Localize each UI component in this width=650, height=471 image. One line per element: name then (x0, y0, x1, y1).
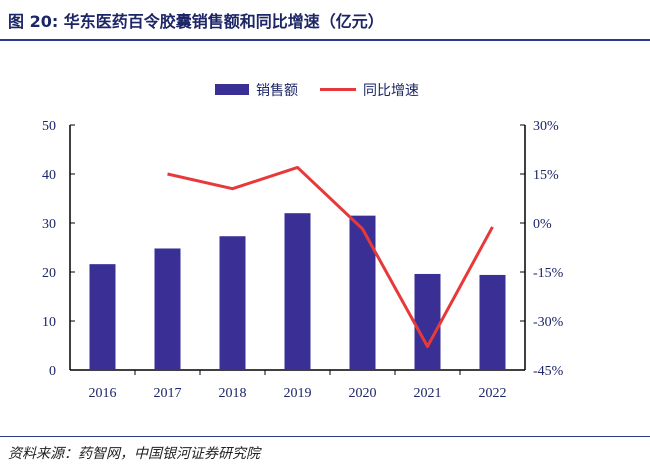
bar-2020 (349, 215, 376, 370)
x-tick-label: 2016 (89, 386, 117, 401)
chart-title: 图 20: 华东医药百令胶囊销售额和同比增速（亿元） (8, 12, 384, 31)
x-tick-label: 2017 (154, 386, 182, 401)
right-tick-label: -45% (533, 364, 564, 379)
left-tick-label: 20 (42, 266, 56, 281)
legend-bar-swatch (215, 84, 249, 95)
x-tick-label: 2022 (479, 386, 507, 401)
bar-2022 (479, 274, 506, 370)
growth-line (167, 165, 494, 348)
bar-2018 (219, 236, 246, 370)
left-tick-label: 30 (42, 217, 56, 232)
right-tick-label: -15% (533, 266, 564, 281)
bar-2017 (154, 248, 181, 370)
right-tick-label: 15% (533, 168, 559, 183)
left-tick-label: 10 (42, 315, 56, 330)
right-tick-label: 30% (533, 119, 559, 134)
x-tick-label: 2019 (284, 386, 312, 401)
x-tick-label: 2020 (349, 386, 377, 401)
x-tick-label: 2021 (414, 386, 442, 401)
x-tick-label: 2018 (219, 386, 247, 401)
left-tick-label: 50 (42, 119, 56, 134)
bar-2021 (414, 273, 441, 370)
source-rule (0, 436, 650, 437)
left-tick-label: 0 (49, 364, 56, 379)
right-tick-label: -30% (533, 315, 564, 330)
bar-2016 (89, 264, 116, 370)
bar-2019 (284, 213, 311, 370)
legend-line-label: 同比增速 (363, 83, 419, 99)
right-tick-label: 0% (533, 217, 552, 232)
legend-bar-label: 销售额 (256, 83, 298, 99)
left-tick-label: 40 (42, 168, 56, 183)
title-rule (0, 39, 650, 41)
source-note: 资料来源：药智网，中国银河证券研究院 (8, 446, 260, 462)
